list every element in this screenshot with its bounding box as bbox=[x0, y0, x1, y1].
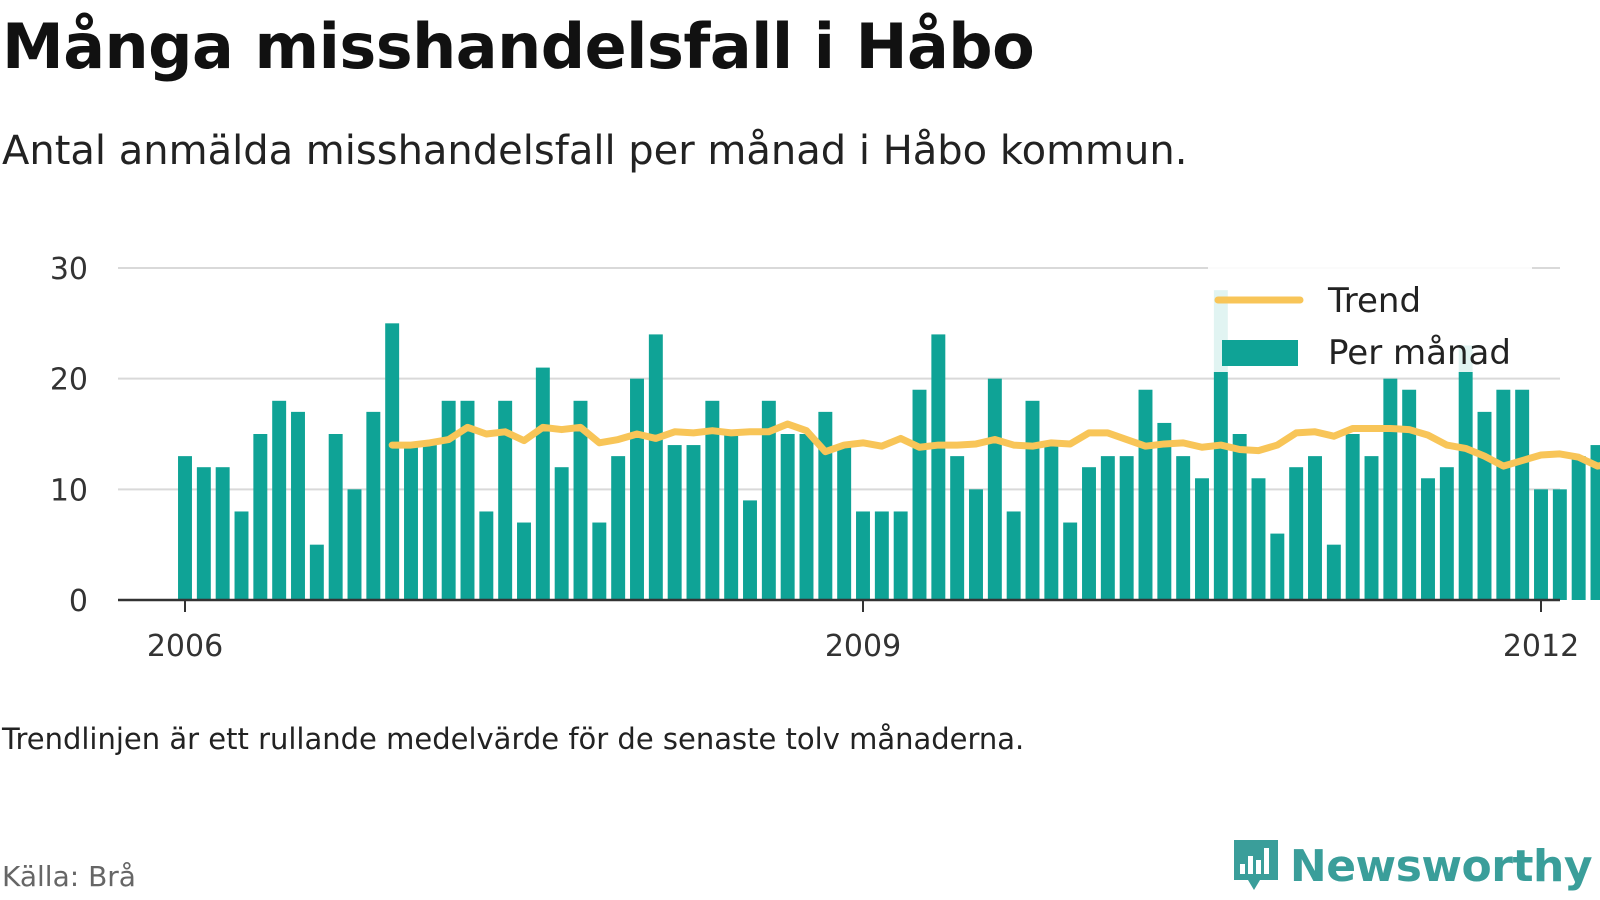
x-tick-label: 2006 bbox=[147, 629, 223, 664]
bar bbox=[1458, 345, 1473, 600]
bar bbox=[385, 323, 400, 600]
bar bbox=[837, 445, 852, 600]
bar bbox=[761, 400, 776, 600]
brand-logo: Newsworthy bbox=[1230, 838, 1593, 894]
bar bbox=[1496, 389, 1511, 600]
bar bbox=[724, 434, 739, 600]
bar bbox=[1100, 456, 1115, 600]
bar bbox=[799, 434, 814, 600]
bar bbox=[1119, 456, 1134, 600]
bar bbox=[1044, 445, 1059, 600]
bar bbox=[611, 456, 626, 600]
bar bbox=[780, 434, 795, 600]
bar bbox=[1383, 378, 1398, 600]
bar bbox=[234, 511, 249, 600]
bar bbox=[1364, 456, 1379, 600]
bar bbox=[667, 445, 682, 600]
bar bbox=[1176, 456, 1191, 600]
bar bbox=[630, 378, 644, 600]
chart-title: Många misshandelsfall i Håbo bbox=[2, 10, 1035, 83]
chart-subtitle: Antal anmälda misshandelsfall per månad … bbox=[2, 128, 1188, 174]
bar bbox=[912, 389, 927, 600]
y-tick-label: 10 bbox=[50, 473, 88, 508]
legend-bars-swatch bbox=[1222, 340, 1298, 366]
legend-bars-label: Per månad bbox=[1328, 333, 1511, 373]
bar bbox=[309, 544, 324, 600]
bar bbox=[1006, 511, 1021, 600]
bar bbox=[1025, 400, 1040, 600]
y-tick-label: 30 bbox=[50, 252, 88, 287]
bar bbox=[818, 411, 833, 600]
bar bbox=[1138, 389, 1153, 600]
bar bbox=[291, 411, 305, 600]
legend: Trend Per månad bbox=[1208, 260, 1532, 373]
bar-chart-badge-icon bbox=[1233, 840, 1278, 890]
bar bbox=[1477, 411, 1492, 600]
bar bbox=[535, 367, 550, 600]
bar bbox=[554, 467, 569, 600]
bar bbox=[1289, 467, 1304, 600]
bar bbox=[272, 400, 287, 600]
bar bbox=[1590, 445, 1600, 600]
bar bbox=[931, 334, 946, 600]
bar bbox=[1232, 434, 1247, 600]
x-tick-label: 2012 bbox=[1503, 629, 1579, 664]
bar bbox=[517, 522, 531, 600]
source-credit: Källa: Brå bbox=[2, 860, 136, 893]
bar bbox=[1251, 478, 1266, 600]
bar bbox=[1345, 434, 1360, 600]
bar bbox=[743, 500, 757, 600]
bar bbox=[1402, 389, 1417, 600]
footnote: Trendlinjen är ett rullande medelvärde f… bbox=[2, 722, 1025, 756]
bar-line-chart: 01020302006200920122015201820212023 Tren… bbox=[50, 252, 1600, 664]
bar bbox=[856, 511, 870, 600]
legend-trend-label: Trend bbox=[1327, 281, 1421, 321]
bar bbox=[1195, 478, 1209, 600]
bar bbox=[950, 456, 965, 600]
x-tick-label: 2009 bbox=[825, 629, 901, 664]
bar bbox=[1534, 489, 1548, 600]
bar bbox=[404, 445, 418, 600]
bar bbox=[1421, 478, 1435, 600]
bar bbox=[1326, 544, 1341, 600]
trend-series bbox=[388, 420, 1600, 470]
bar bbox=[592, 522, 607, 600]
bar bbox=[874, 511, 889, 600]
bar bbox=[1439, 467, 1454, 600]
bar bbox=[1270, 533, 1285, 600]
bar bbox=[1063, 522, 1078, 600]
bar bbox=[1157, 422, 1172, 600]
bar bbox=[705, 400, 720, 600]
bar bbox=[648, 334, 663, 600]
bar bbox=[686, 445, 701, 600]
bar bbox=[460, 400, 475, 600]
axes: 01020302006200920122015201820212023 bbox=[50, 252, 1579, 664]
bar bbox=[1082, 467, 1096, 600]
bar bbox=[253, 434, 268, 600]
bar bbox=[987, 378, 1002, 600]
bar bbox=[366, 411, 381, 600]
bar bbox=[1552, 489, 1567, 600]
trend-line bbox=[388, 420, 1600, 470]
bar bbox=[328, 434, 343, 600]
bar bbox=[1571, 456, 1586, 600]
brand-name: Newsworthy bbox=[1289, 840, 1593, 892]
bar bbox=[178, 456, 192, 600]
bar bbox=[422, 445, 437, 600]
y-tick-label: 0 bbox=[69, 584, 88, 619]
bar bbox=[573, 400, 588, 600]
bar bbox=[498, 400, 513, 600]
bar bbox=[1308, 456, 1322, 600]
y-tick-label: 20 bbox=[50, 363, 88, 398]
bar bbox=[479, 511, 494, 600]
bar bbox=[1515, 389, 1530, 600]
bar bbox=[215, 467, 230, 600]
bar bbox=[969, 489, 983, 600]
bar bbox=[347, 489, 362, 600]
bar bbox=[893, 511, 908, 600]
bar bbox=[441, 400, 456, 600]
bar bbox=[196, 467, 211, 600]
